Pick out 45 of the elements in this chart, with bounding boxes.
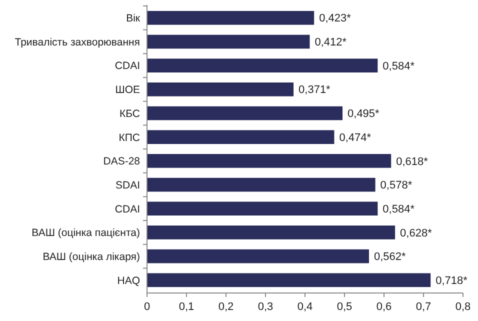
y-tick-label: Тривалість захворювання xyxy=(14,36,140,48)
bar xyxy=(147,106,343,120)
y-tick-label: КБС xyxy=(120,108,140,120)
data-label: 0,628* xyxy=(400,227,433,240)
x-tick-label: 0 xyxy=(144,301,150,313)
x-tick-label: 0,8 xyxy=(455,301,471,313)
bar xyxy=(147,10,314,25)
data-label: 0,584* xyxy=(382,60,416,72)
bar xyxy=(147,226,396,240)
x-tick-label: 0,1 xyxy=(178,301,194,313)
data-label: 0,474* xyxy=(339,132,372,144)
data-label: 0,718* xyxy=(436,274,468,287)
bar xyxy=(147,82,294,96)
y-tick-label: HAQ xyxy=(117,274,140,287)
bar xyxy=(147,154,392,168)
x-tick-label: 0,6 xyxy=(376,301,392,313)
data-label: 0,618* xyxy=(396,156,429,168)
data-label: 0,562* xyxy=(374,251,407,264)
bar xyxy=(147,249,369,264)
x-tick-label: 0,3 xyxy=(258,301,274,313)
y-tick-label: SDAI xyxy=(115,179,140,192)
data-label: 0,412* xyxy=(314,36,348,49)
x-tick-label: 0,7 xyxy=(416,301,432,313)
data-label: 0,495* xyxy=(348,108,380,120)
y-tick-label: КПС xyxy=(118,132,140,144)
y-tick-label: CDAI xyxy=(114,203,140,216)
bar xyxy=(147,273,431,288)
bar xyxy=(147,34,310,49)
bar xyxy=(147,58,378,72)
bar xyxy=(147,130,334,144)
y-tick-label: ШОЕ xyxy=(115,84,140,96)
x-tick-label: 0,5 xyxy=(336,301,352,313)
data-label: 0,423* xyxy=(319,12,352,25)
data-label: 0,584* xyxy=(382,203,416,216)
data-label: 0,371* xyxy=(298,84,332,96)
bar xyxy=(147,202,378,216)
x-tick-label: 0,4 xyxy=(297,301,313,313)
y-tick-label: ВАШ (оцінка пацієнта) xyxy=(32,227,140,240)
y-tick-label: DAS-28 xyxy=(103,156,140,168)
x-tick-label: 0,2 xyxy=(218,301,234,313)
bar xyxy=(147,178,376,192)
y-tick-label: CDAI xyxy=(114,60,140,72)
y-tick-label: Вік xyxy=(126,12,140,25)
y-tick-label: ВАШ (оцінка лікаря) xyxy=(42,250,140,263)
data-label: 0,578* xyxy=(380,180,413,192)
